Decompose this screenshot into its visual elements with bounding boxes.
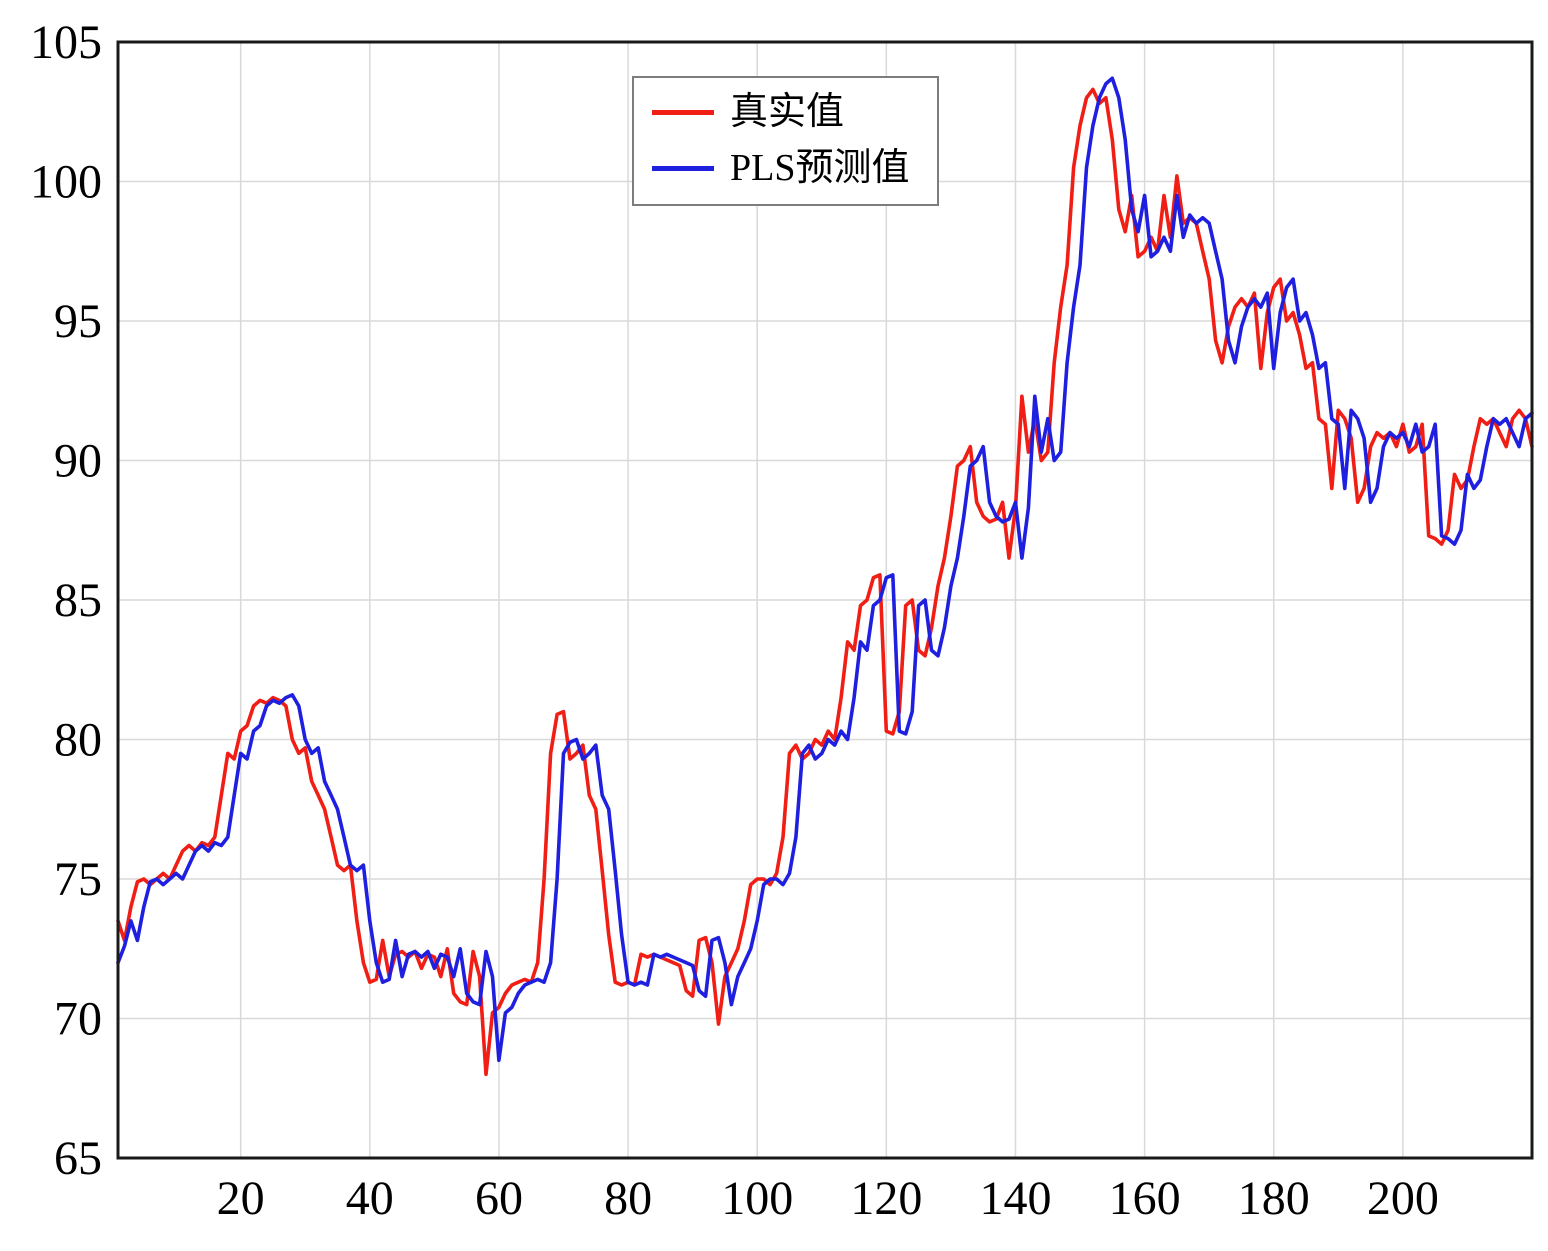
y-tick-label: 80: [54, 714, 102, 767]
x-tick-label: 80: [604, 1172, 652, 1225]
y-tick-label: 85: [54, 574, 102, 627]
y-tick-label: 100: [30, 156, 102, 209]
y-tick-label: 70: [54, 993, 102, 1046]
y-tick-label: 75: [54, 853, 102, 906]
x-tick-label: 60: [475, 1172, 523, 1225]
legend-label: PLS预测值: [730, 146, 910, 189]
x-tick-label: 160: [1109, 1172, 1181, 1225]
legend-swatch: [652, 166, 714, 172]
chart-legend: 真实值 PLS预测值: [632, 76, 940, 206]
x-tick-label: 120: [850, 1172, 922, 1225]
x-tick-label: 180: [1238, 1172, 1310, 1225]
legend-swatch: [652, 110, 714, 116]
y-tick-label: 90: [54, 435, 102, 488]
legend-label: 真实值: [730, 91, 845, 133]
y-tick-label: 65: [54, 1132, 102, 1185]
y-tick-label: 105: [30, 16, 102, 69]
x-tick-label: 200: [1367, 1172, 1439, 1225]
y-tick-label: 95: [54, 295, 102, 348]
legend-item-true-value: 真实值: [652, 91, 909, 134]
x-tick-label: 40: [346, 1172, 394, 1225]
legend-item-pls-prediction: PLS预测值: [652, 146, 910, 190]
x-tick-label: 100: [721, 1172, 793, 1225]
x-tick-label: 20: [217, 1172, 265, 1225]
x-tick-label: 140: [979, 1172, 1051, 1225]
